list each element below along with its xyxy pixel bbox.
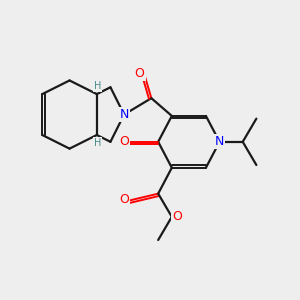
Text: O: O bbox=[119, 135, 129, 148]
Text: O: O bbox=[135, 67, 145, 80]
Text: H: H bbox=[94, 81, 101, 91]
Text: N: N bbox=[119, 108, 129, 121]
Text: H: H bbox=[94, 138, 101, 148]
Text: O: O bbox=[172, 210, 182, 223]
Text: O: O bbox=[119, 193, 129, 206]
Text: N: N bbox=[215, 135, 224, 148]
